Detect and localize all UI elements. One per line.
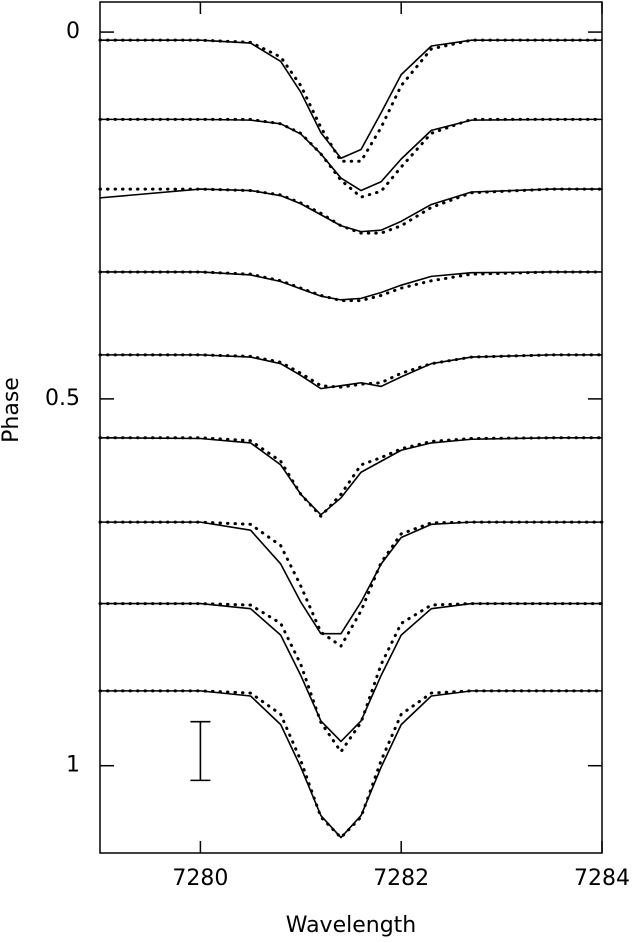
model-line: [98, 436, 604, 518]
x-tick-label: 7284: [574, 866, 630, 891]
model-line: [98, 520, 604, 648]
model-line: [98, 689, 604, 840]
observed-line: [99, 39, 603, 160]
y-tick-label: 1: [66, 753, 80, 778]
x-axis-label: Wavelength: [286, 913, 417, 938]
model-line: [98, 187, 604, 235]
observed-line: [99, 188, 603, 233]
x-tick-label: 7282: [373, 866, 429, 891]
y-axis-label: Phase: [0, 377, 24, 443]
model-line: [98, 38, 604, 163]
y-tick-label: 0: [66, 19, 80, 44]
observed-line: [99, 354, 603, 390]
x-tick-label: 7280: [172, 866, 228, 891]
observed-line: [99, 118, 603, 192]
observed-line: [99, 271, 603, 301]
observed-line: [99, 521, 603, 635]
plot-frame: [99, 1, 603, 854]
model-line: [98, 353, 604, 389]
observed-line: [99, 602, 603, 743]
observed-line: [99, 436, 603, 516]
model-line: [98, 117, 604, 199]
model-line: [98, 270, 604, 303]
error-bar: [190, 720, 211, 782]
observed-line: [99, 690, 603, 839]
model-line: [98, 602, 604, 754]
y-tick-label: 0.5: [45, 386, 80, 411]
